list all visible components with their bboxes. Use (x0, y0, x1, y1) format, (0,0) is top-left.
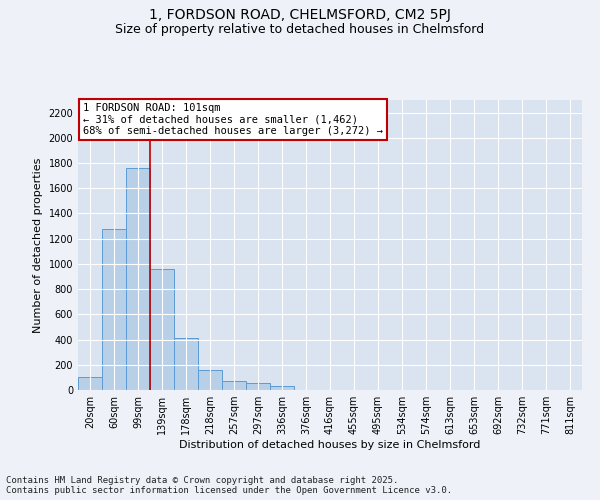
Bar (78, 378, 102, 390)
Text: 1, FORDSON ROAD, CHELMSFORD, CM2 5PJ: 1, FORDSON ROAD, CHELMSFORD, CM2 5PJ (149, 8, 451, 22)
Bar (222, 380, 246, 390)
Text: 1 FORDSON ROAD: 101sqm
← 31% of detached houses are smaller (1,462)
68% of semi-: 1 FORDSON ROAD: 101sqm ← 31% of detached… (83, 103, 383, 136)
Y-axis label: Number of detached properties: Number of detached properties (33, 158, 43, 332)
Bar (150, 269, 174, 390)
Text: Size of property relative to detached houses in Chelmsford: Size of property relative to detached ho… (115, 22, 485, 36)
Bar (126, 168, 150, 390)
Bar (102, 228, 126, 390)
Bar (270, 386, 294, 390)
Text: Contains HM Land Registry data © Crown copyright and database right 2025.
Contai: Contains HM Land Registry data © Crown c… (6, 476, 452, 495)
X-axis label: Distribution of detached houses by size in Chelmsford: Distribution of detached houses by size … (179, 440, 481, 450)
Bar (246, 383, 270, 390)
Bar (198, 370, 222, 390)
Bar (174, 338, 198, 390)
